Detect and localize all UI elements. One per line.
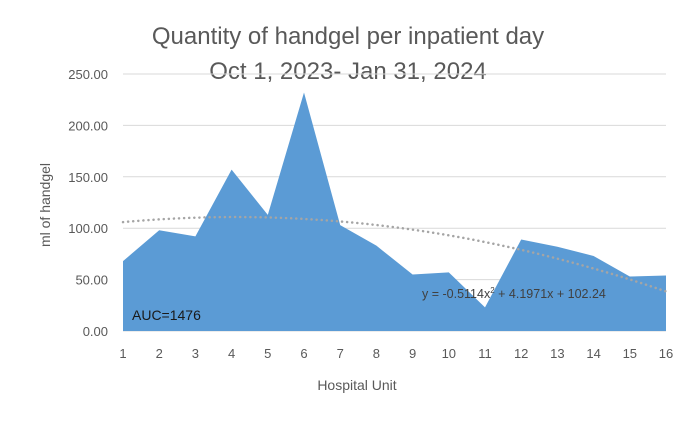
y-axis-tick-labels: 0.00 50.00 100.00 150.00 200.00 250.00 bbox=[68, 67, 108, 339]
x-tick-label: 10 bbox=[442, 346, 456, 361]
x-tick-label: 7 bbox=[337, 346, 344, 361]
y-tick-label: 50.00 bbox=[75, 273, 108, 288]
equation-suffix: + 4.1971x + 102.24 bbox=[495, 287, 606, 301]
y-tick-label: 100.00 bbox=[68, 221, 108, 236]
x-tick-label: 4 bbox=[228, 346, 235, 361]
auc-annotation: AUC=1476 bbox=[132, 307, 201, 323]
x-tick-label: 9 bbox=[409, 346, 416, 361]
x-tick-label: 5 bbox=[264, 346, 271, 361]
x-tick-label: 11 bbox=[478, 346, 492, 361]
x-tick-label: 6 bbox=[300, 346, 307, 361]
chart-title-line-2: Oct 1, 2023- Jan 31, 2024 bbox=[209, 58, 487, 85]
y-tick-label: 250.00 bbox=[68, 67, 108, 82]
x-tick-label: 3 bbox=[192, 346, 199, 361]
x-tick-label: 13 bbox=[550, 346, 564, 361]
x-tick-label: 15 bbox=[623, 346, 637, 361]
y-axis-label: ml of handgel bbox=[37, 163, 53, 247]
x-axis-label: Hospital Unit bbox=[317, 377, 396, 393]
chart-title-line-1: Quantity of handgel per inpatient day bbox=[152, 23, 544, 50]
equation-prefix: y = -0.5114x bbox=[422, 287, 491, 301]
y-tick-label: 150.00 bbox=[68, 170, 108, 185]
y-tick-label: 200.00 bbox=[68, 118, 108, 133]
x-tick-label: 2 bbox=[156, 346, 163, 361]
x-tick-label: 8 bbox=[373, 346, 380, 361]
x-tick-label: 14 bbox=[586, 346, 600, 361]
y-tick-label: 0.00 bbox=[83, 324, 108, 339]
x-tick-label: 16 bbox=[659, 346, 673, 361]
x-tick-label: 1 bbox=[119, 346, 126, 361]
x-tick-label: 12 bbox=[514, 346, 528, 361]
trendline-equation: y = -0.5114x2 + 4.1971x + 102.24 bbox=[422, 286, 606, 301]
